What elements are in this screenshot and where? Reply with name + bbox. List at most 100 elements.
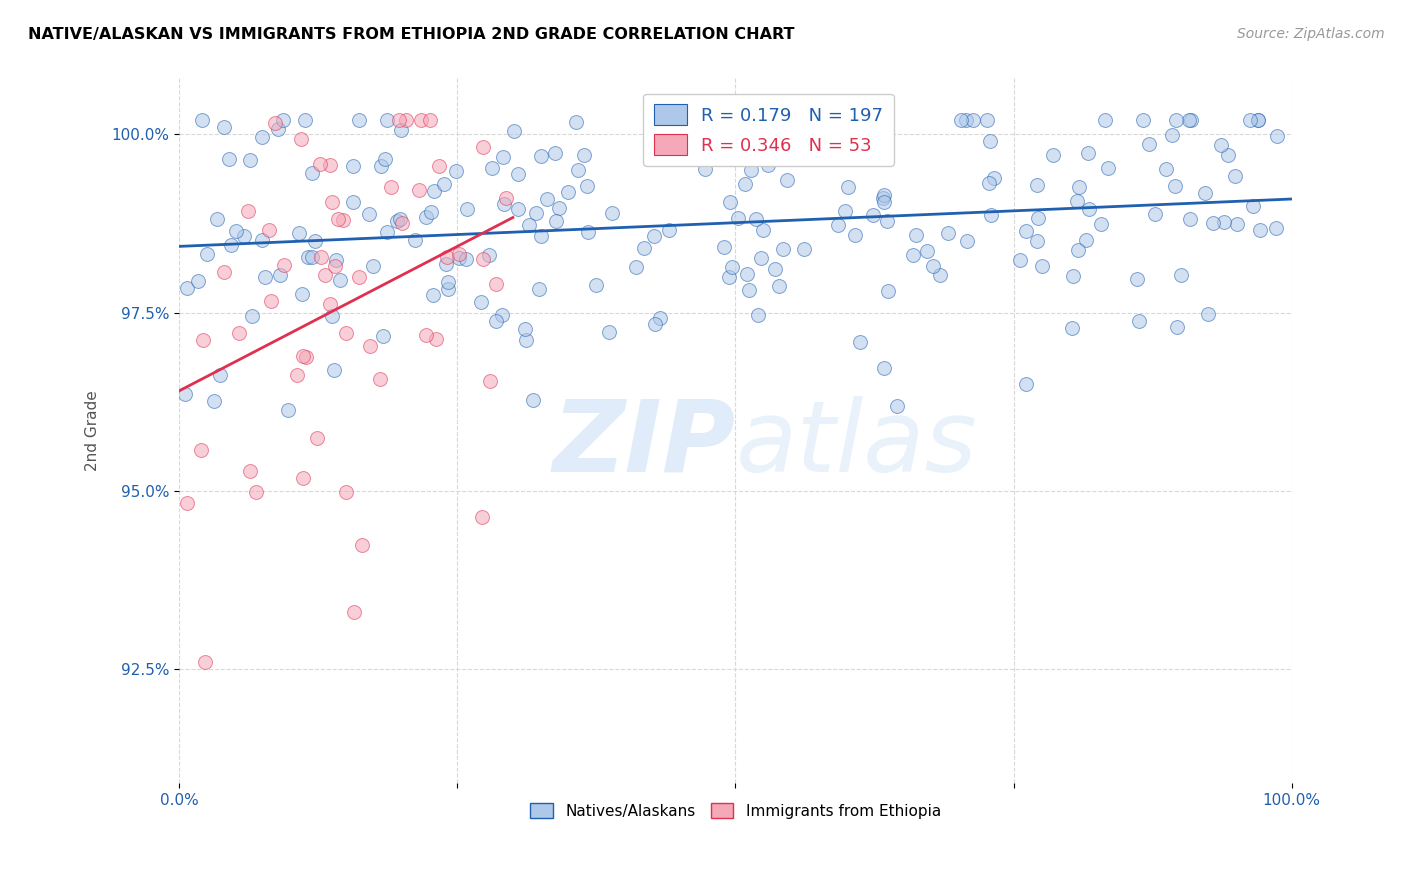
Point	[1097, 161, 1119, 176]
Point	[544, 146, 567, 161]
Point	[506, 167, 529, 181]
Point	[420, 205, 443, 219]
Point	[264, 115, 287, 129]
Point	[1213, 215, 1236, 229]
Point	[745, 212, 768, 227]
Point	[557, 186, 579, 200]
Point	[190, 442, 212, 457]
Point	[1067, 180, 1090, 194]
Point	[273, 258, 295, 272]
Point	[370, 159, 392, 173]
Point	[844, 228, 866, 243]
Point	[658, 223, 681, 237]
Point	[481, 161, 503, 175]
Point	[793, 242, 815, 256]
Point	[872, 190, 894, 204]
Point	[734, 177, 756, 191]
Point	[749, 251, 772, 265]
Point	[643, 229, 665, 244]
Point	[527, 282, 550, 296]
Point	[325, 252, 347, 267]
Point	[862, 208, 884, 222]
Point	[375, 113, 398, 128]
Point	[219, 238, 242, 252]
Point	[1078, 202, 1101, 217]
Point	[191, 113, 214, 128]
Point	[288, 226, 311, 240]
Point	[1066, 194, 1088, 208]
Point	[572, 148, 595, 162]
Point	[1247, 113, 1270, 128]
Point	[471, 510, 494, 524]
Point	[375, 225, 398, 239]
Point	[291, 471, 314, 485]
Point	[1170, 268, 1192, 282]
Point	[955, 113, 977, 128]
Text: atlas: atlas	[735, 396, 977, 493]
Point	[530, 149, 553, 163]
Point	[522, 393, 544, 408]
Point	[849, 334, 872, 349]
Point	[373, 328, 395, 343]
Point	[194, 656, 217, 670]
Point	[747, 308, 769, 322]
Point	[429, 159, 451, 173]
Point	[212, 265, 235, 279]
Point	[713, 240, 735, 254]
Point	[1090, 218, 1112, 232]
Point	[1076, 233, 1098, 247]
Point	[492, 150, 515, 164]
Point	[1164, 113, 1187, 128]
Point	[352, 538, 374, 552]
Point	[837, 180, 859, 194]
Point	[962, 113, 984, 128]
Point	[1094, 113, 1116, 128]
Point	[1060, 321, 1083, 335]
Point	[693, 161, 716, 176]
Point	[347, 113, 370, 128]
Text: Source: ZipAtlas.com: Source: ZipAtlas.com	[1237, 27, 1385, 41]
Point	[905, 227, 928, 242]
Point	[404, 234, 426, 248]
Point	[342, 194, 364, 209]
Point	[506, 202, 529, 216]
Point	[1026, 211, 1049, 225]
Point	[239, 464, 262, 478]
Point	[301, 166, 323, 180]
Point	[328, 211, 350, 226]
Point	[1154, 161, 1177, 176]
Point	[721, 260, 744, 274]
Point	[240, 309, 263, 323]
Point	[834, 113, 856, 128]
Point	[343, 605, 366, 619]
Point	[1025, 235, 1047, 249]
Point	[236, 204, 259, 219]
Point	[1180, 113, 1202, 128]
Point	[321, 194, 343, 209]
Point	[419, 113, 441, 128]
Point	[1015, 376, 1038, 391]
Point	[295, 350, 318, 364]
Point	[633, 241, 655, 255]
Point	[232, 228, 254, 243]
Point	[485, 314, 508, 328]
Point	[245, 484, 267, 499]
Point	[456, 202, 478, 216]
Point	[1137, 136, 1160, 151]
Point	[768, 279, 790, 293]
Point	[323, 259, 346, 273]
Point	[304, 234, 326, 248]
Point	[1194, 186, 1216, 201]
Point	[1239, 113, 1261, 128]
Point	[385, 214, 408, 228]
Point	[391, 216, 413, 230]
Point	[717, 270, 740, 285]
Point	[314, 268, 336, 282]
Point	[342, 159, 364, 173]
Point	[827, 218, 849, 232]
Point	[290, 287, 312, 301]
Point	[1264, 220, 1286, 235]
Point	[737, 267, 759, 281]
Point	[515, 334, 537, 348]
Point	[600, 206, 623, 220]
